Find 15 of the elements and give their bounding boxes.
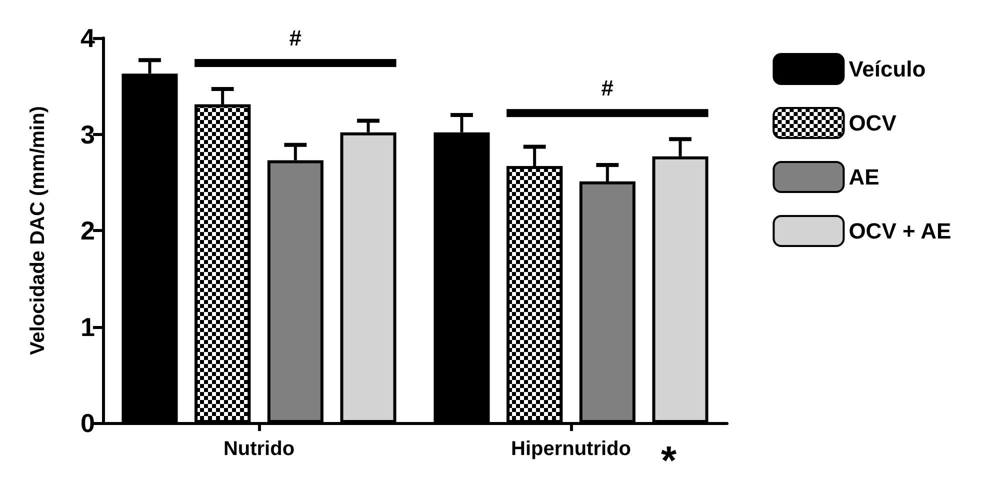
legend-label: Veículo bbox=[848, 56, 926, 82]
y-tick-label: 2 bbox=[80, 216, 95, 246]
y-tick-label: 3 bbox=[80, 119, 95, 150]
y-tick-label: 0 bbox=[80, 408, 95, 438]
text: * bbox=[661, 439, 677, 483]
annotation: # bbox=[289, 26, 302, 51]
y-axis-title: Velocidade DAC (mm/min) bbox=[27, 106, 49, 355]
x-tick-label: Hipernutrido bbox=[511, 438, 631, 460]
legend-label: OCV + AE bbox=[848, 218, 952, 244]
legend-label: AE bbox=[848, 164, 880, 190]
annotation: # bbox=[601, 76, 614, 101]
y-tick-label: 4 bbox=[80, 23, 96, 53]
legend-label: OCV bbox=[848, 110, 897, 136]
y-tick-label: 1 bbox=[80, 312, 95, 342]
x-tick-label: Nutrido bbox=[223, 438, 295, 460]
